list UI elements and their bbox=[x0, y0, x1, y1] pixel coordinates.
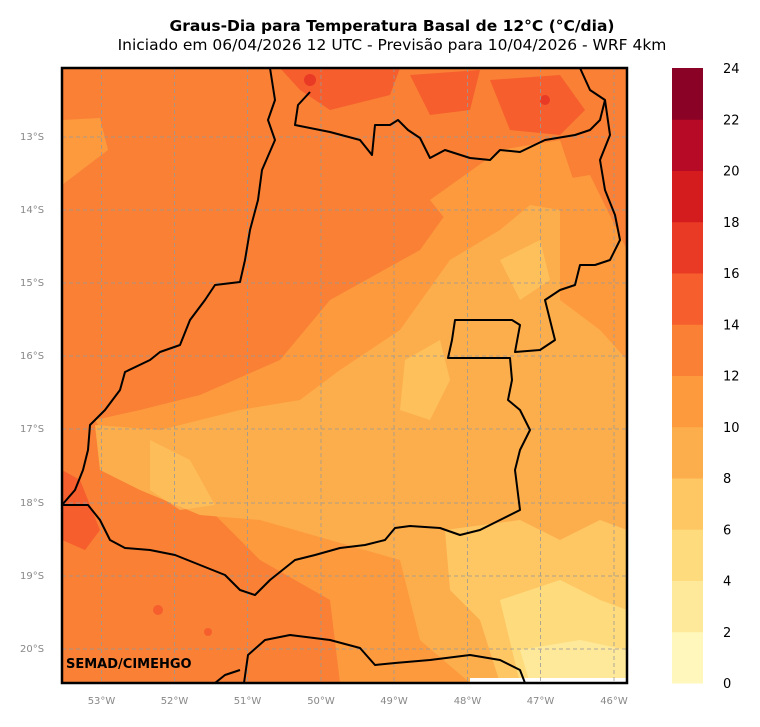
graticule bbox=[62, 68, 627, 683]
colorbar-segment bbox=[672, 631, 703, 684]
colorbar-segment bbox=[672, 119, 703, 171]
colorbar-label: 8 bbox=[723, 472, 731, 487]
lon-tick: 46°W bbox=[600, 696, 628, 707]
lat-tick: 15°S bbox=[20, 278, 44, 289]
lat-tick: 16°S bbox=[20, 351, 44, 362]
colorbar-label: 24 bbox=[723, 62, 740, 77]
colorbar-segment bbox=[672, 426, 703, 479]
blank-strip bbox=[470, 678, 627, 683]
colorbar-segment bbox=[672, 273, 703, 325]
colorbar-segment bbox=[672, 324, 703, 376]
colorbar-segment bbox=[672, 221, 703, 274]
map-subtitle: Iniciado em 06/04/2026 12 UTC - Previsão… bbox=[117, 36, 667, 54]
map-field bbox=[62, 68, 627, 683]
lon-tick: 50°W bbox=[307, 696, 335, 707]
colorbar-label: 10 bbox=[723, 421, 740, 436]
field-14-16-spot bbox=[153, 605, 163, 615]
field-patch-b bbox=[400, 340, 450, 420]
field-14-16-spot2 bbox=[204, 628, 212, 636]
colorbar-segment bbox=[672, 529, 703, 581]
lon-tick: 52°W bbox=[161, 696, 189, 707]
lat-tick: 20°S bbox=[20, 644, 44, 655]
lat-tick: 14°S bbox=[20, 205, 44, 216]
lon-tick: 51°W bbox=[234, 696, 262, 707]
field-14-16-n2 bbox=[410, 70, 480, 115]
field-patch-a bbox=[150, 440, 215, 510]
colorbar-label: 12 bbox=[723, 370, 740, 385]
colorbar-label: 6 bbox=[723, 523, 731, 538]
field-16-18-spot bbox=[304, 74, 316, 86]
credit-label: SEMAD/CIMEHGO bbox=[66, 657, 192, 672]
lat-tick: 19°S bbox=[20, 571, 44, 582]
colorbar-label: 16 bbox=[723, 267, 740, 282]
colorbar-label: 14 bbox=[723, 318, 740, 333]
field-14-16-n3 bbox=[490, 75, 585, 135]
lat-tick: 17°S bbox=[20, 424, 44, 435]
lon-tick: 53°W bbox=[88, 696, 116, 707]
field-14-16-w bbox=[62, 470, 100, 550]
goias-south-border bbox=[62, 99, 621, 596]
colorbar-label: 22 bbox=[723, 113, 740, 128]
lon-ticks: 53°W 52°W 51°W 50°W 49°W 48°W 47°W 46°W bbox=[88, 696, 628, 707]
colorbar-segment bbox=[672, 478, 703, 530]
lat-tick: 13°S bbox=[20, 132, 44, 143]
colorbar-label: 20 bbox=[723, 165, 740, 180]
field-16-18-spot2 bbox=[540, 95, 550, 105]
lon-tick: 48°W bbox=[454, 696, 482, 707]
field-2-4 bbox=[520, 640, 627, 683]
colorbar-label: 4 bbox=[723, 575, 731, 590]
lon-tick: 47°W bbox=[527, 696, 555, 707]
field-10-12-nw bbox=[62, 118, 108, 185]
state-boundaries bbox=[62, 68, 621, 683]
map-title: Graus-Dia para Temperatura Basal de 12°C… bbox=[169, 17, 615, 35]
colorbar-segment bbox=[672, 68, 703, 120]
goias-tocantins-border bbox=[294, 68, 606, 161]
colorbar-label: 0 bbox=[723, 677, 731, 692]
ms-border bbox=[214, 669, 241, 683]
goias-mt-border bbox=[62, 68, 276, 506]
field-patch-c bbox=[500, 240, 550, 300]
colorbar-label: 18 bbox=[723, 216, 740, 231]
map-frame bbox=[60, 66, 629, 685]
lat-ticks: 13°S 14°S 15°S 16°S 17°S 18°S 19°S 20°S bbox=[20, 132, 44, 655]
colorbar-segment bbox=[672, 375, 703, 428]
colorbar-segment bbox=[672, 170, 703, 223]
colorbar-label: 2 bbox=[723, 626, 731, 641]
minas-border bbox=[243, 634, 526, 683]
colorbar-segment bbox=[672, 580, 703, 633]
lat-tick: 18°S bbox=[20, 498, 44, 509]
lon-tick: 49°W bbox=[380, 696, 408, 707]
